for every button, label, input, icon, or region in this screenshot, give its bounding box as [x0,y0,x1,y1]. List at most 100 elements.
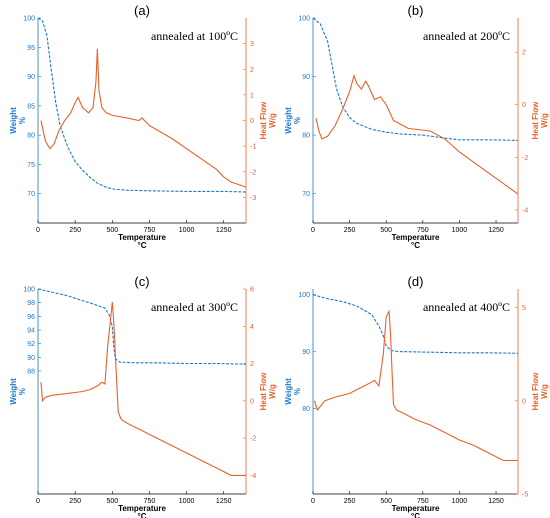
right-tick-label: 2 [250,361,254,368]
heat-flow-series-line [40,48,247,188]
x-tick-label: 750 [144,227,156,234]
x-tick-label: 1000 [179,498,195,505]
left-tick-label: 85 [27,103,35,110]
x-tick-label: 250 [344,498,356,505]
right-tick-label: 0 [250,118,254,125]
x-tick-label: 250 [344,227,356,234]
weight-series-line [37,17,247,193]
left-tick-label: 100 [23,16,35,23]
right-tick-label: 0 [522,398,526,405]
left-tick-label: 88 [27,369,35,376]
right-tick-label: -5 [522,492,528,499]
right-tick-label: -3 [250,195,256,202]
left-axis-unit: % [18,117,27,124]
x-tick-label: 1000 [452,227,468,234]
right-tick-label: 1 [250,92,254,99]
x-tick-label: 0 [311,227,315,234]
left-tick-label: 80 [302,406,310,413]
x-tick-label: 250 [69,498,81,505]
x-tick-label: 1250 [216,498,232,505]
left-axis-label: Weight [284,107,293,134]
x-tick-label: 1250 [488,227,504,234]
annotation: annealed at 300ºC [151,300,238,314]
x-axis-label: Temperature [392,504,440,513]
right-axis-label: Heat Flow [259,372,268,411]
x-axis-unit: °C [411,241,420,250]
left-tick-label: 90 [302,349,310,356]
left-tick-label: 94 [27,328,35,335]
right-tick-label: 0 [522,102,526,109]
x-tick-label: 1000 [179,227,195,234]
right-tick-label: 2 [250,67,254,74]
x-axis-label: Temperature [118,233,166,242]
left-tick-label: 100 [23,287,35,294]
right-axis-label: Heat Flow [531,101,540,140]
right-axis-unit: W/g [268,384,277,399]
right-axis-unit: W/g [268,113,277,128]
chart-panel: 0 250 500 750 1000 1250 88 90 92 94 96 98 100 -4 -2 0 2 4… [9,274,277,518]
x-tick-label: 250 [69,227,81,234]
right-tick-label: -2 [250,169,256,176]
x-axis-unit: °C [138,241,147,250]
panel-label: (d) [408,274,424,289]
left-tick-label: 96 [27,314,35,321]
x-tick-label: 0 [36,227,40,234]
right-tick-label: 2 [522,50,526,57]
left-tick-label: 95 [27,45,35,52]
x-tick-label: 750 [417,227,429,234]
chart-panel: 0 250 500 750 1000 1250 70 75 80 85 90 95 100 -3 -2 -1 0… [9,3,277,250]
x-tick-label: 750 [144,498,156,505]
left-tick-label: 70 [302,191,310,198]
panel-label: (c) [134,274,149,289]
right-tick-label: -2 [522,155,528,162]
x-tick-label: 500 [106,227,118,234]
x-tick-label: 0 [36,498,40,505]
x-axis-label: Temperature [118,504,166,513]
x-tick-label: 1000 [452,498,468,505]
left-axis-unit: % [293,388,302,395]
right-axis-unit: W/g [540,113,549,128]
x-axis-unit: °C [138,512,147,518]
right-axis-label: Heat Flow [531,372,540,411]
x-tick-label: 500 [380,227,392,234]
chart-panel: 0 250 500 750 1000 1250 70 80 90 100 -4 -2 0 2 (b) anne… [284,3,549,250]
panel-label: (a) [134,3,150,18]
x-tick-label: 0 [311,498,315,505]
x-axis-label: Temperature [392,233,440,242]
right-tick-label: 6 [250,287,254,294]
right-tick-label: 4 [250,324,254,331]
panel-label: (b) [408,3,424,18]
heat-flow-series-line [313,309,518,462]
left-tick-label: 90 [302,74,310,81]
heat-flow-series-line [40,301,246,476]
left-axis-unit: % [18,388,27,395]
left-axis-label: Weight [284,378,293,405]
right-tick-label: -4 [522,207,528,214]
left-tick-label: 80 [302,133,310,140]
left-axis-label: Weight [9,378,18,405]
right-axis-label: Heat Flow [259,101,268,140]
x-tick-label: 1250 [488,498,504,505]
right-tick-label: -4 [250,473,256,480]
left-tick-label: 100 [298,16,310,23]
left-tick-label: 92 [27,341,35,348]
left-axis-label: Weight [9,107,18,134]
right-tick-label: -2 [250,436,256,443]
left-tick-label: 80 [27,133,35,140]
chart-panel: 0 250 500 750 1000 1250 80 90 100 -5 0 5 (d) annealed… [284,274,549,518]
left-tick-label: 75 [27,162,35,169]
x-tick-label: 1250 [216,227,232,234]
right-tick-label: 0 [250,398,254,405]
annotation: annealed at 400ºC [423,300,510,314]
x-tick-label: 750 [417,498,429,505]
annotation: annealed at 100ºC [151,29,238,43]
right-tick-label: 3 [250,41,254,48]
x-tick-label: 500 [380,498,392,505]
right-tick-label: -1 [250,144,256,151]
left-tick-label: 70 [27,191,35,198]
right-axis-unit: W/g [540,384,549,399]
weight-series-line [312,294,519,354]
weight-series-line [37,288,247,365]
right-tick-label: 5 [522,305,526,312]
